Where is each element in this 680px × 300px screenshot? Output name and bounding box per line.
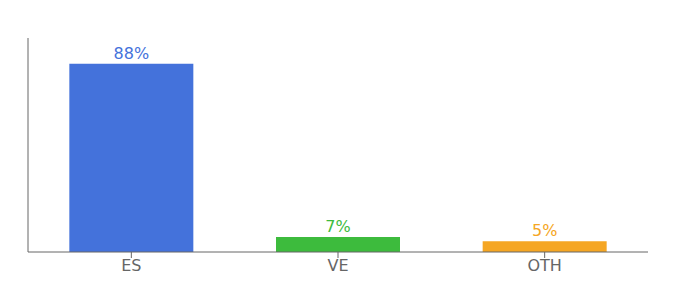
svg-text:ES: ES bbox=[121, 256, 141, 275]
svg-text:5%: 5% bbox=[532, 221, 557, 240]
svg-text:88%: 88% bbox=[114, 44, 150, 63]
svg-text:VE: VE bbox=[327, 256, 348, 275]
svg-text:OTH: OTH bbox=[527, 256, 561, 275]
svg-text:7%: 7% bbox=[325, 217, 350, 236]
